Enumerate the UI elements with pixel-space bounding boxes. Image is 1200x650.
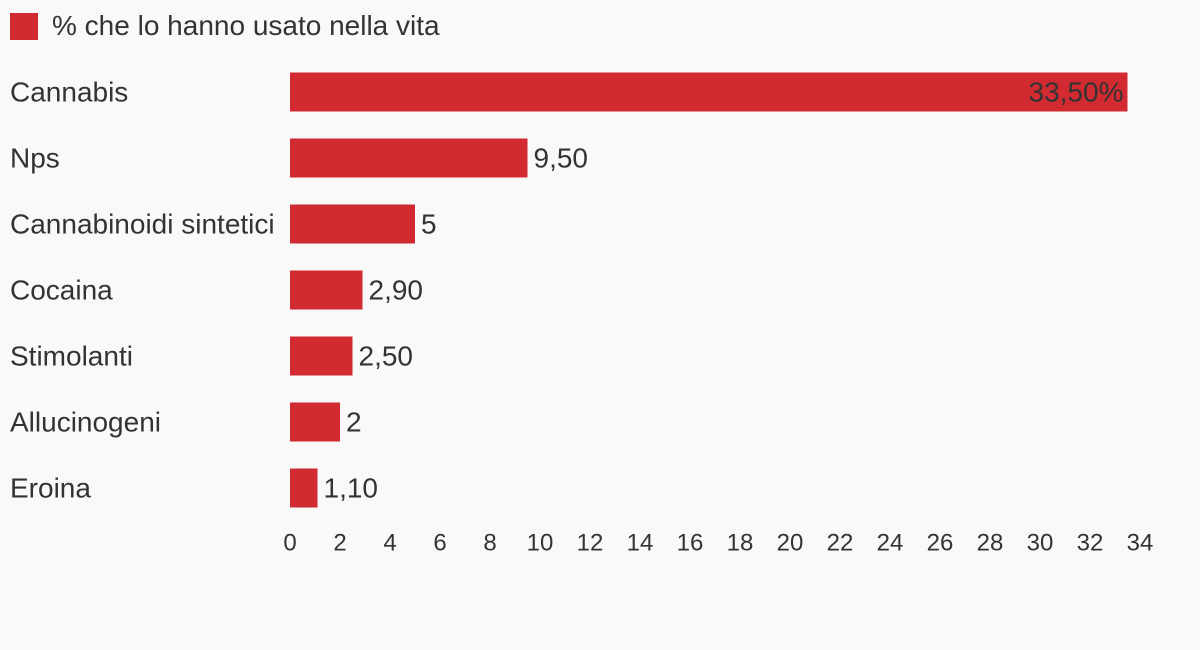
category-label: Cocaina [10, 275, 113, 306]
x-tick-label: 14 [627, 530, 654, 557]
category-label: Cannabinoidi sintetici [10, 209, 275, 240]
x-tick-label: 10 [527, 530, 554, 557]
x-tick-label: 30 [1027, 530, 1054, 557]
value-label: 33,50% [1029, 77, 1124, 108]
x-tick-label: 28 [977, 530, 1004, 557]
legend-swatch [10, 12, 38, 40]
x-tick-label: 20 [777, 530, 804, 557]
category-label: Nps [10, 143, 60, 174]
bar [290, 72, 1128, 112]
x-tick-label: 6 [433, 530, 446, 557]
value-label: 9,50 [534, 143, 589, 174]
x-tick-label: 34 [1127, 530, 1154, 557]
x-tick-label: 32 [1077, 530, 1104, 557]
legend-label: % che lo hanno usato nella vita [52, 10, 440, 41]
x-tick-label: 18 [727, 530, 754, 557]
value-label: 2,50 [359, 341, 414, 372]
category-label: Eroina [10, 473, 91, 504]
bar [290, 138, 528, 178]
value-label: 2 [346, 407, 362, 438]
x-tick-label: 12 [577, 530, 604, 557]
x-tick-label: 4 [383, 530, 396, 557]
x-tick-label: 22 [827, 530, 854, 557]
bar [290, 402, 340, 442]
x-tick-label: 2 [333, 530, 346, 557]
value-label: 5 [421, 209, 437, 240]
category-label: Cannabis [10, 77, 128, 108]
x-tick-label: 16 [677, 530, 704, 557]
category-label: Allucinogeni [10, 407, 161, 438]
x-tick-label: 24 [877, 530, 904, 557]
x-tick-label: 26 [927, 530, 954, 557]
value-label: 1,10 [324, 473, 379, 504]
x-tick-label: 8 [483, 530, 496, 557]
bar [290, 468, 318, 508]
bar [290, 204, 415, 244]
legend: % che lo hanno usato nella vita [10, 10, 440, 42]
category-label: Stimolanti [10, 341, 133, 372]
x-tick-label: 0 [283, 530, 296, 557]
bar [290, 270, 363, 310]
bar [290, 336, 353, 376]
value-label: 2,90 [369, 275, 424, 306]
